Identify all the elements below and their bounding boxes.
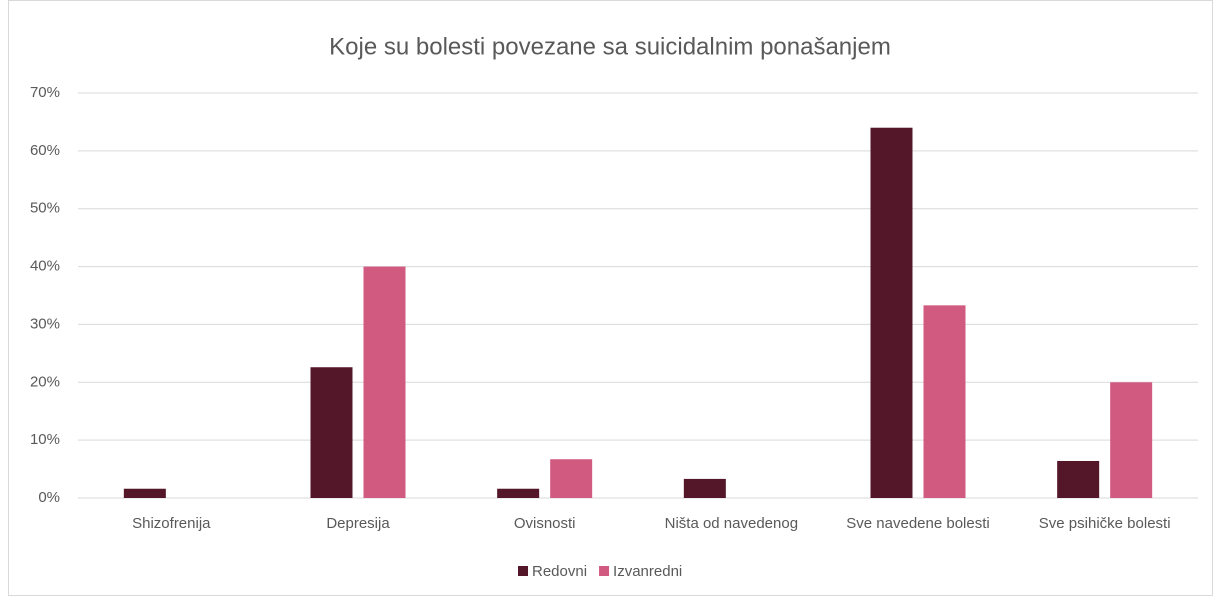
y-tick-label: 30%	[30, 315, 60, 332]
chart-frame	[8, 0, 1213, 596]
chart-title: Koje su bolesti povezane sa suicidalnim …	[329, 33, 891, 60]
bar	[1057, 460, 1100, 498]
y-tick-label: 40%	[30, 258, 60, 275]
bar	[363, 266, 406, 498]
bar	[310, 367, 353, 498]
x-tick-label: Shizofrenija	[132, 515, 211, 532]
bar	[683, 478, 726, 498]
y-tick-label: 60%	[30, 142, 60, 159]
x-tick-label: Sve navedene bolesti	[846, 515, 989, 532]
y-tick-label: 20%	[30, 373, 60, 390]
bar	[550, 459, 593, 498]
x-tick-label: Ništa od navedenog	[665, 515, 798, 532]
y-tick-label: 10%	[30, 431, 60, 448]
bar	[123, 488, 166, 498]
bar	[870, 127, 913, 498]
legend-swatch	[518, 566, 528, 576]
y-tick-label: 50%	[30, 200, 60, 217]
x-tick-label: Sve psihičke bolesti	[1039, 515, 1171, 532]
y-tick-label: 0%	[38, 489, 60, 506]
bar	[497, 488, 540, 498]
legend-label: Izvanredni	[613, 563, 682, 580]
bar	[923, 305, 966, 498]
x-tick-label: Depresija	[326, 515, 390, 532]
x-tick-label: Ovisnosti	[514, 515, 576, 532]
legend-label: Redovni	[532, 563, 587, 580]
y-tick-label: 70%	[30, 84, 60, 101]
legend-swatch	[599, 566, 610, 576]
bar	[1110, 382, 1153, 498]
